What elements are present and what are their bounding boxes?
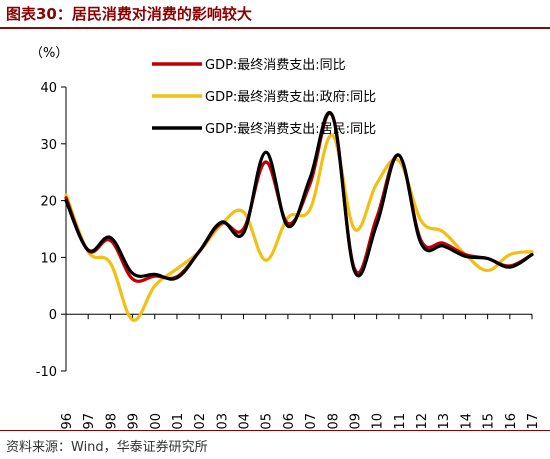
title-divider xyxy=(0,27,550,29)
line-chart: （%） -10 0 10 20 30 40 1996 1997 1998 1999 2000 2001 2… xyxy=(30,46,541,429)
series-line-household-consumption xyxy=(64,110,534,281)
x-tick-label: 2008 xyxy=(326,413,341,429)
x-tick-label: 2007 xyxy=(304,413,319,429)
series-line-government-consumption xyxy=(64,133,534,322)
x-tick-label: 2004 xyxy=(238,413,253,429)
legend-item-total-label: GDP:最终消费支出:同比 xyxy=(205,57,346,73)
source-note: 资料来源：Wind，华泰证券研究所 xyxy=(6,440,208,455)
x-tick-label: 2001 xyxy=(171,413,186,429)
x-tick-label: 1999 xyxy=(127,413,142,429)
x-tick-label: 1998 xyxy=(104,413,119,429)
x-tick-label: 2017 xyxy=(526,413,541,429)
footer-divider xyxy=(0,430,550,431)
x-tick-label: 2013 xyxy=(437,413,452,429)
series-line-total-consumption xyxy=(64,111,534,283)
x-tick-label: 2000 xyxy=(149,413,164,429)
x-tick-label: 2012 xyxy=(415,413,430,429)
legend-item-government-label: GDP:最终消费支出:政府:同比 xyxy=(205,89,376,105)
y-tick-label: 10 xyxy=(40,251,57,266)
y-tick-label: -10 xyxy=(36,365,57,380)
x-tick-label: 2014 xyxy=(459,413,474,429)
x-tick-label: 1997 xyxy=(82,413,97,429)
y-tick-label: 30 xyxy=(40,138,57,153)
x-tick-label: 2009 xyxy=(348,413,363,429)
y-tick-label: 20 xyxy=(40,195,57,210)
x-tick-label: 2006 xyxy=(282,413,297,429)
x-tick-label: 2016 xyxy=(504,413,519,429)
x-tick-label: 2003 xyxy=(215,413,230,429)
x-tick-label: 2005 xyxy=(260,413,275,429)
y-axis-unit-label: （%） xyxy=(30,46,68,61)
x-tick-label: 1996 xyxy=(60,413,75,429)
x-tick-label: 2010 xyxy=(371,413,386,429)
legend-item-household-label: GDP:最终消费支出:居民:同比 xyxy=(205,121,376,137)
x-tick-label: 2002 xyxy=(193,413,208,429)
y-tick-label: 40 xyxy=(40,81,57,96)
x-tick-label: 2011 xyxy=(393,413,408,429)
title-bar: 图表30：居民消费对消费的影响较大 xyxy=(0,0,550,26)
x-tick-label: 2015 xyxy=(482,413,497,429)
y-tick-label: 0 xyxy=(49,308,57,323)
page-title: 图表30：居民消费对消费的影响较大 xyxy=(6,5,252,23)
